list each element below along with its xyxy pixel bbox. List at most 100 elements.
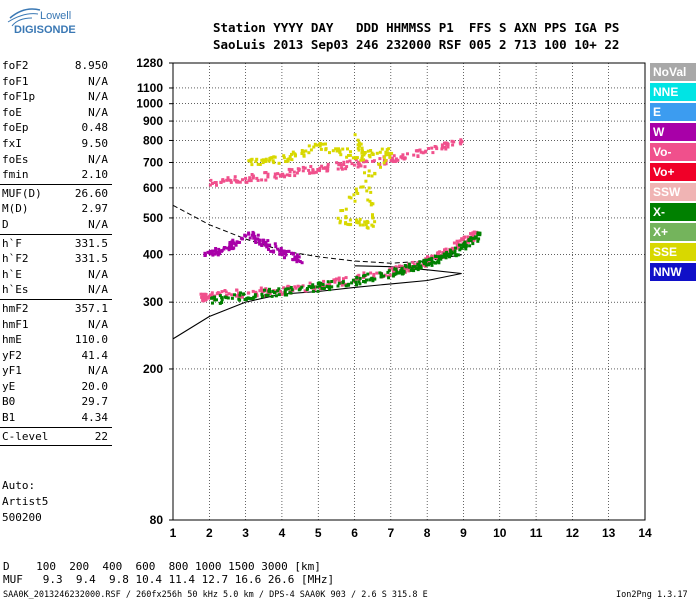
echo-point bbox=[311, 283, 315, 287]
echo-point bbox=[272, 249, 276, 253]
param-value: N/A bbox=[88, 74, 108, 88]
echo-point bbox=[459, 246, 463, 250]
param-value: N/A bbox=[88, 90, 108, 104]
echo-point bbox=[311, 168, 315, 172]
echo-point bbox=[221, 178, 225, 182]
echo-point bbox=[247, 159, 251, 163]
echo-point bbox=[224, 296, 228, 300]
echo-point bbox=[393, 267, 397, 271]
echo-point bbox=[261, 295, 264, 299]
param-value: 9.50 bbox=[81, 136, 109, 150]
echo-point bbox=[254, 237, 258, 241]
echo-point bbox=[267, 248, 270, 251]
echo-point bbox=[417, 266, 421, 269]
echo-point bbox=[252, 234, 256, 238]
echo-point bbox=[365, 189, 369, 193]
logo-line2: DIGISONDE bbox=[14, 24, 76, 36]
param-row: foF2 8.950 bbox=[0, 58, 112, 74]
param-row: fxI 9.50 bbox=[0, 136, 112, 152]
echo-point bbox=[341, 147, 345, 151]
auto-artist: Artist5 bbox=[2, 495, 49, 508]
echo-point bbox=[274, 245, 278, 249]
echo-point bbox=[314, 170, 318, 174]
echo-point bbox=[254, 159, 258, 163]
param-value: N/A bbox=[88, 317, 108, 331]
param-separator bbox=[0, 426, 112, 428]
x-tick-label: 14 bbox=[638, 526, 652, 540]
echo-point bbox=[358, 163, 362, 167]
echo-point bbox=[349, 150, 352, 154]
x-tick-label: 9 bbox=[460, 526, 467, 540]
echo-point bbox=[448, 255, 451, 259]
echo-point bbox=[471, 232, 475, 236]
echo-point bbox=[468, 244, 472, 248]
echo-point bbox=[366, 272, 370, 276]
echo-point bbox=[318, 284, 322, 288]
echo-point bbox=[230, 244, 234, 248]
param-value: 2.97 bbox=[81, 202, 109, 216]
echo-point bbox=[326, 165, 330, 168]
echo-point bbox=[303, 166, 307, 170]
echo-point bbox=[454, 246, 457, 250]
echo-point bbox=[284, 253, 288, 257]
echo-point bbox=[367, 186, 371, 190]
echo-point bbox=[315, 285, 319, 289]
echo-point bbox=[384, 162, 388, 166]
echo-point bbox=[295, 171, 299, 175]
param-row: B0 29.7 bbox=[0, 394, 112, 410]
echo-point bbox=[460, 140, 464, 144]
echo-point bbox=[264, 160, 268, 163]
auto-code: 500200 bbox=[2, 511, 42, 524]
echo-point bbox=[334, 278, 337, 282]
echo-point bbox=[342, 277, 345, 281]
echo-point bbox=[310, 171, 314, 175]
echo-point bbox=[288, 155, 292, 159]
echo-point bbox=[297, 255, 301, 259]
echo-point bbox=[261, 158, 265, 162]
echo-point bbox=[307, 168, 311, 172]
echo-point bbox=[357, 148, 361, 152]
echo-point bbox=[412, 153, 416, 157]
echo-point bbox=[335, 161, 339, 165]
echo-point bbox=[366, 221, 370, 224]
echo-point bbox=[214, 247, 218, 250]
param-value: 20.0 bbox=[81, 379, 109, 393]
echo-point bbox=[391, 274, 395, 278]
echo-point bbox=[458, 243, 461, 247]
echo-point bbox=[360, 146, 364, 150]
echo-point bbox=[237, 291, 241, 295]
echo-point bbox=[296, 284, 300, 288]
param-name: foF1 bbox=[2, 74, 29, 88]
echo-point bbox=[349, 196, 353, 200]
echo-point bbox=[230, 242, 234, 245]
echo-point bbox=[344, 222, 348, 226]
echo-point bbox=[322, 279, 326, 283]
echo-point bbox=[446, 145, 450, 149]
param-separator bbox=[0, 298, 112, 300]
echo-point bbox=[318, 169, 321, 173]
echo-point bbox=[366, 149, 370, 153]
echo-point bbox=[355, 220, 359, 224]
echo-point bbox=[350, 281, 354, 285]
echo-point bbox=[244, 176, 248, 180]
echo-point bbox=[326, 285, 330, 289]
echo-point bbox=[328, 288, 332, 292]
echo-point bbox=[418, 260, 422, 264]
echo-point bbox=[418, 148, 422, 152]
param-name: hmF2 bbox=[2, 301, 29, 315]
echo-point bbox=[337, 279, 341, 283]
echo-point bbox=[476, 233, 480, 237]
echo-point bbox=[415, 149, 419, 153]
echo-point bbox=[260, 244, 264, 247]
legend-item-vo-plus: Vo+ bbox=[650, 163, 696, 181]
echo-point bbox=[371, 215, 374, 219]
echo-point bbox=[238, 240, 241, 244]
echo-point bbox=[424, 149, 428, 153]
echo-point bbox=[277, 287, 281, 291]
echo-point bbox=[323, 166, 327, 170]
echo-point bbox=[360, 156, 364, 160]
parameters-panel: foF2 8.950 foF1 N/A foF1p N/A foE N/A foEp 0.48 fx… bbox=[0, 58, 112, 447]
echo-point bbox=[341, 209, 345, 212]
echo-point bbox=[434, 254, 437, 258]
echo-point bbox=[229, 180, 233, 184]
